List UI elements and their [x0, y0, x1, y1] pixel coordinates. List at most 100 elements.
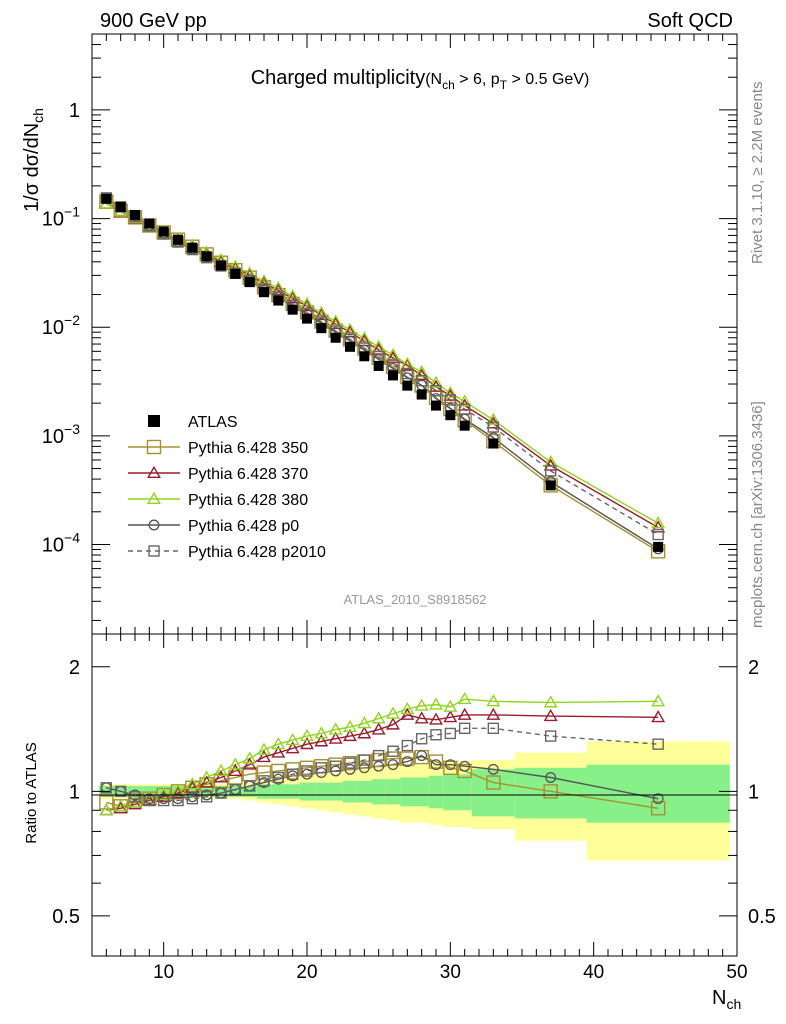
data-point: [300, 299, 314, 312]
data-point: [457, 398, 472, 411]
ratio-point: [329, 760, 342, 772]
data-point: [486, 416, 501, 429]
ratio-point: [215, 787, 227, 799]
data-point: [457, 394, 472, 407]
ratio-point: [143, 794, 156, 807]
band-stat-bin: [213, 786, 229, 797]
atlas-data-point: [115, 201, 126, 212]
atlas-data-point: [244, 277, 255, 288]
band-stat-bin: [371, 779, 386, 805]
legend-entry: Pythia 6.428 350: [188, 440, 308, 457]
ratio-point: [300, 728, 314, 742]
atlas-data-point: [273, 295, 284, 306]
ratio-point: [400, 707, 415, 720]
band-stat-bin: [228, 786, 243, 797]
ratio-point: [228, 763, 243, 776]
ratio-point: [372, 749, 385, 762]
x-tick-label: 30: [440, 962, 461, 983]
band-stat-bin: [400, 777, 415, 807]
ratio-point: [314, 734, 329, 747]
atlas-data-point: [130, 209, 140, 220]
ratio-point: [285, 741, 300, 754]
ratio-point: [256, 765, 272, 780]
ratio-point: [401, 739, 414, 752]
ratio-point: [387, 759, 399, 771]
ratio-point: [459, 760, 471, 772]
legend-marker: [146, 439, 162, 455]
band-stat-bin: [457, 774, 472, 811]
ratio-point: [343, 719, 357, 733]
band-stat-bin: [314, 782, 329, 801]
band-stat-bin: [514, 767, 587, 819]
ratio-point: [544, 730, 557, 742]
ratio-point: [400, 701, 415, 715]
ratio-point: [386, 717, 400, 730]
title-sub-t: T: [500, 78, 508, 92]
ratio-point: [371, 711, 386, 724]
data-point: [429, 375, 443, 388]
ratio-point: [357, 726, 372, 739]
atlas-data-point: [144, 218, 155, 229]
ratio-point: [428, 754, 444, 769]
beam-label: 900 GeV pp: [100, 10, 207, 32]
data-point: [543, 478, 558, 493]
atlas-data-point: [545, 480, 556, 491]
ratio-point: [487, 763, 499, 775]
analysis-id: ATLAS_2010_S8918562: [344, 592, 487, 607]
ratio-point: [358, 754, 371, 766]
ratio-point: [213, 773, 229, 789]
ratio-point: [99, 795, 114, 810]
legend-entry: Pythia 6.428 380: [188, 492, 308, 509]
band-stat-bin: [342, 780, 358, 803]
data-point: [486, 412, 501, 425]
band-stat-bin: [142, 786, 157, 797]
ratio-point: [430, 759, 442, 771]
ratio-point: [457, 692, 472, 705]
atlas-data-point: [201, 251, 212, 262]
data-point: [652, 528, 664, 541]
ratio-point: [328, 722, 343, 735]
band-stat-bin: [414, 777, 429, 807]
title-cond-end: > 0.5 GeV): [507, 71, 589, 88]
mcplots-label: mcplots.cern.ch [arXiv:1306.3436]: [749, 401, 766, 628]
ratio-point: [386, 706, 400, 719]
xlabel-sub: ch: [726, 996, 741, 1012]
data-point: [401, 367, 414, 380]
ratio-point: [271, 763, 286, 779]
data-point: [443, 385, 458, 399]
atlas-data-point: [388, 370, 398, 381]
ratio-point: [486, 775, 501, 790]
plot-title: Charged multiplicity(Nch > 6, pT > 0.5 G…: [251, 67, 590, 92]
ratio-point: [457, 763, 472, 779]
ratio-point: [214, 770, 228, 783]
x-tick-label: 10: [153, 962, 174, 983]
legend-marker: [148, 415, 160, 427]
legend-marker: [148, 519, 160, 531]
legend-marker: [147, 465, 161, 479]
ratio-point: [443, 760, 458, 775]
ratio-point: [243, 780, 256, 792]
y-tick-label-main: 10−3: [42, 421, 80, 448]
ratio-point: [242, 751, 257, 764]
ratio-point: [258, 775, 270, 787]
title-main: Charged multiplicity: [251, 67, 426, 89]
ratio-point: [185, 777, 200, 790]
axis-ticks: [91, 33, 738, 957]
ratio-point: [343, 728, 357, 742]
atlas-data-point: [316, 323, 327, 334]
data-point: [400, 358, 415, 371]
atlas-data-point: [653, 541, 664, 552]
x-tick-label: 50: [726, 962, 747, 983]
ratio-point: [487, 722, 500, 735]
ratio-point: [299, 760, 315, 775]
atlas-data-point: [459, 420, 470, 431]
ratio-point: [385, 751, 401, 766]
x-tick-label: 40: [583, 962, 604, 983]
ratio-point: [430, 729, 442, 741]
atlas-data-point: [287, 304, 298, 315]
ratio-point: [443, 699, 458, 712]
ratio-point: [242, 757, 257, 770]
ylabel-main-sub: ch: [30, 108, 46, 123]
ratio-point: [373, 760, 385, 772]
xlabel-text: N: [712, 987, 726, 1009]
